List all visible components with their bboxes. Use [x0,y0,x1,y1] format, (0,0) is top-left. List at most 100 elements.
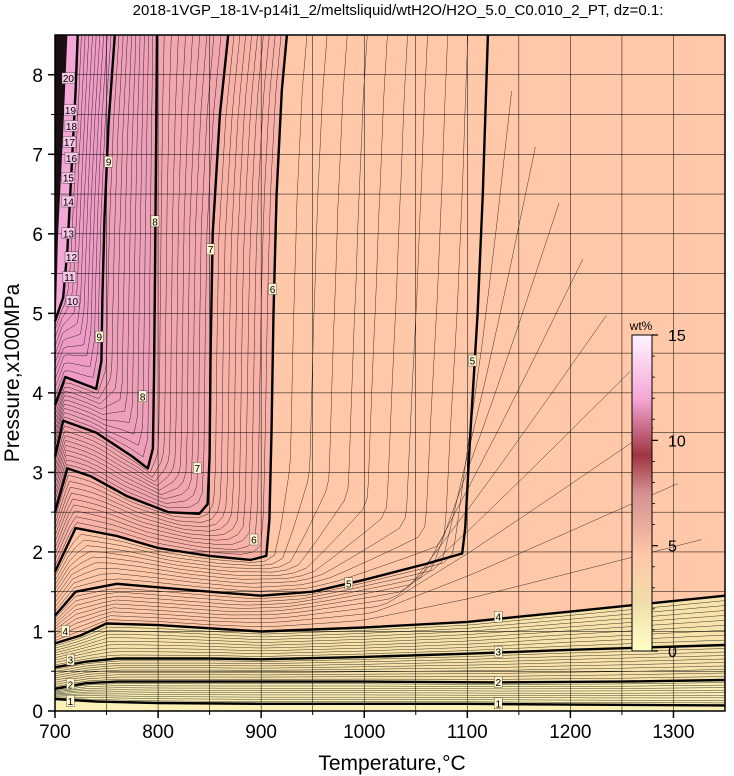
x-tick-label: 700 [39,722,71,743]
colorbar-tick-label: 5 [668,539,677,556]
contour-label: 1 [66,695,75,708]
fine-contour-line [54,203,560,625]
fine-contour-line [54,665,726,681]
fine-contour-line [54,651,726,672]
contour-label-text: 4 [495,613,501,624]
fine-contour-line [54,662,726,679]
contour-label: 20 [61,72,76,85]
fine-contour-line [54,600,726,647]
fine-contour-line [54,696,725,701]
contour-label: 4 [61,625,70,638]
contour-label-text: 1 [495,699,501,710]
contour-line-7 [53,34,230,515]
contour-label: 9 [104,156,113,169]
contour-label-text: 7 [208,245,214,256]
contour-label: 8 [138,390,147,403]
x-tick: 1200 [549,711,592,743]
contour-label: 6 [249,533,259,547]
y-axis: 0 1 2 3 4 5 6 7 8 [32,66,55,723]
fine-contour-line [54,34,149,447]
fine-contour-line [54,34,186,487]
y-tick: 8 [32,66,55,87]
x-tick: 700 [39,711,71,743]
fine-contour-line [54,34,222,509]
fine-contour-line [54,34,108,389]
fine-contour-line [54,684,726,692]
contour-label-text: 4 [63,627,69,638]
fine-contour-line [54,539,702,641]
y-axis-label: Pressure,x100MPa [1,283,24,462]
contour-label-text: 2 [68,680,74,691]
contour-label-text: 15 [63,174,75,185]
contour-label: 16 [64,152,79,165]
contour-label: 18 [64,120,79,133]
contour-line-9 [53,34,116,406]
contour-label-text: 17 [64,138,76,149]
contour-line-1 [54,697,726,707]
fine-contour-line [54,34,388,594]
contour-line-5 [54,34,490,617]
colorbar-gradient [631,334,653,652]
x-tick-label: 1100 [447,722,488,743]
fine-contour-line [54,34,282,566]
y-tick-label: 8 [32,66,43,87]
colorbar-tick: 0 [652,644,677,661]
contour-label: 17 [62,136,77,149]
fine-contour-line [54,691,726,695]
contour-label-text: 12 [66,253,78,264]
fine-contour-line [54,34,328,581]
contour-label: 19 [63,104,78,117]
contour-label: 5 [468,354,477,368]
contour-label-text: 5 [346,579,352,590]
contour-line-8 [53,34,159,470]
x-tick: 1100 [447,711,488,743]
fine-contour-line [54,259,584,627]
fine-contour-line [54,34,101,372]
fine-contour-line [54,639,726,666]
contour-label: 6 [268,283,277,296]
y-tick: 0 [32,702,55,723]
fine-contour-line [54,34,128,421]
contour-label-text: 1 [68,697,74,708]
contour-label: 4 [494,611,503,624]
contour-label-text: 3 [68,656,74,667]
fine-contour-line [54,672,726,685]
contour-label-text: 9 [106,158,112,169]
fine-contour-line [54,34,469,612]
colorbar-tick-label: 0 [668,644,677,661]
y-tick: 3 [32,463,55,484]
contour-label-text: 19 [65,106,77,117]
fine-contour-line [54,34,252,537]
fine-contour-line [54,427,655,636]
y-tick: 4 [32,384,55,405]
fine-contour-line [54,634,726,663]
contour-label: 2 [66,678,75,691]
fine-contour-line [54,676,726,687]
plot-frame [54,34,726,712]
fine-contour-line [54,34,241,525]
fine-contour-line [54,34,141,436]
colorbar-ticks: 0 5 10 15 [652,328,686,661]
x-tick: 800 [142,711,174,743]
y-tick-label: 0 [32,702,43,723]
fine-contour-line [54,34,154,458]
fine-contour-line [54,34,308,577]
x-tick-label: 1200 [549,722,591,743]
contour-label-text: 14 [63,198,75,209]
y-tick: 1 [32,622,55,643]
fine-contour-line [54,629,726,661]
fine-contour-line [54,658,726,677]
fine-contour-line [54,34,264,549]
fine-contour-line [54,34,348,586]
y-tick: 2 [32,543,55,564]
shading-layer [55,35,725,711]
fine-contour-line [54,34,200,495]
fine-contour-line [54,34,368,590]
y-tick-label: 6 [32,225,43,246]
x-axis-label: Temperature,°C [318,752,465,775]
fine-contour-line [54,147,536,622]
fine-contour-line [54,34,165,474]
contour-label: 3 [66,653,75,667]
fine-contour-line [54,682,726,691]
